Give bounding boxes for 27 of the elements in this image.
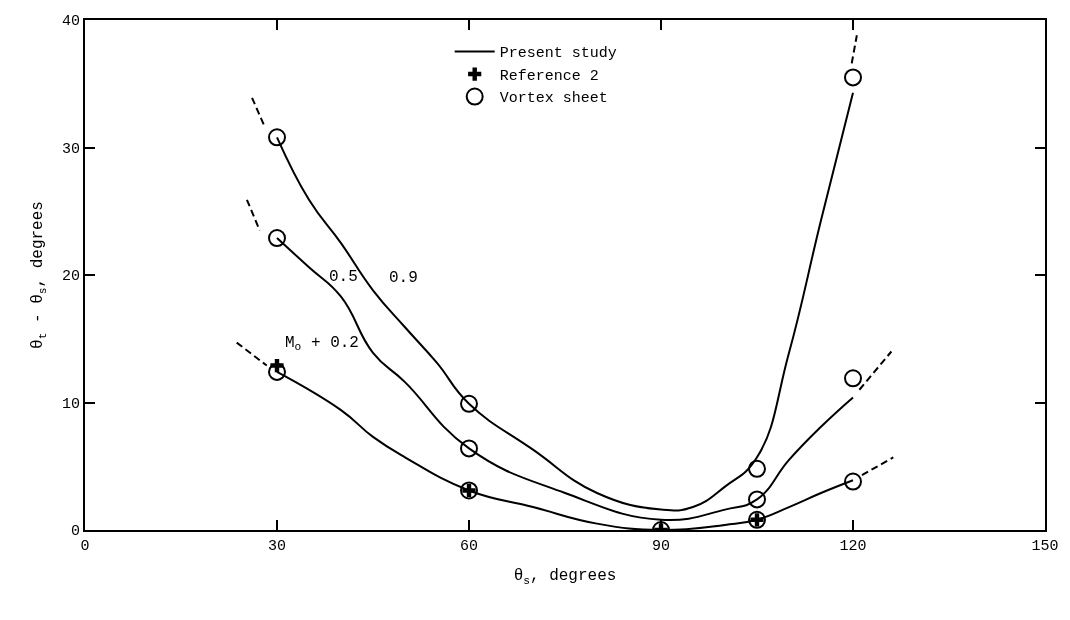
x-tick-label: 90 — [651, 538, 671, 555]
annotation: M$_{o}$ + 0.2 — [285, 334, 359, 354]
y-tick-label: 40 — [61, 13, 80, 31]
point — [268, 362, 286, 381]
y-tick-label: 0 — [70, 523, 80, 541]
legend-label: Present study — [499, 45, 617, 63]
y-tick-label: 10 — [61, 395, 80, 413]
x-tick-label: 120 — [839, 538, 867, 555]
x-axis-title: θ$_{s}$, degrees — [513, 567, 617, 587]
legend-label: Vortex sheet — [499, 90, 608, 108]
y-tick-label: 30 — [61, 140, 80, 158]
annotation: 0.5 — [329, 268, 358, 286]
x-tick-label: 150 — [1031, 538, 1059, 555]
point — [844, 68, 862, 87]
point — [844, 369, 862, 388]
point — [460, 394, 478, 413]
annotation: 0.9 — [389, 269, 418, 287]
x-tick-label: 30 — [267, 538, 287, 555]
y-tick-label: 20 — [61, 268, 80, 286]
x-tick-label: 60 — [459, 538, 479, 555]
point — [844, 472, 862, 491]
point — [268, 128, 286, 147]
point — [268, 229, 286, 248]
point — [748, 459, 766, 478]
legend-label: Reference 2 — [499, 67, 599, 85]
point — [748, 490, 766, 509]
point — [460, 439, 478, 458]
